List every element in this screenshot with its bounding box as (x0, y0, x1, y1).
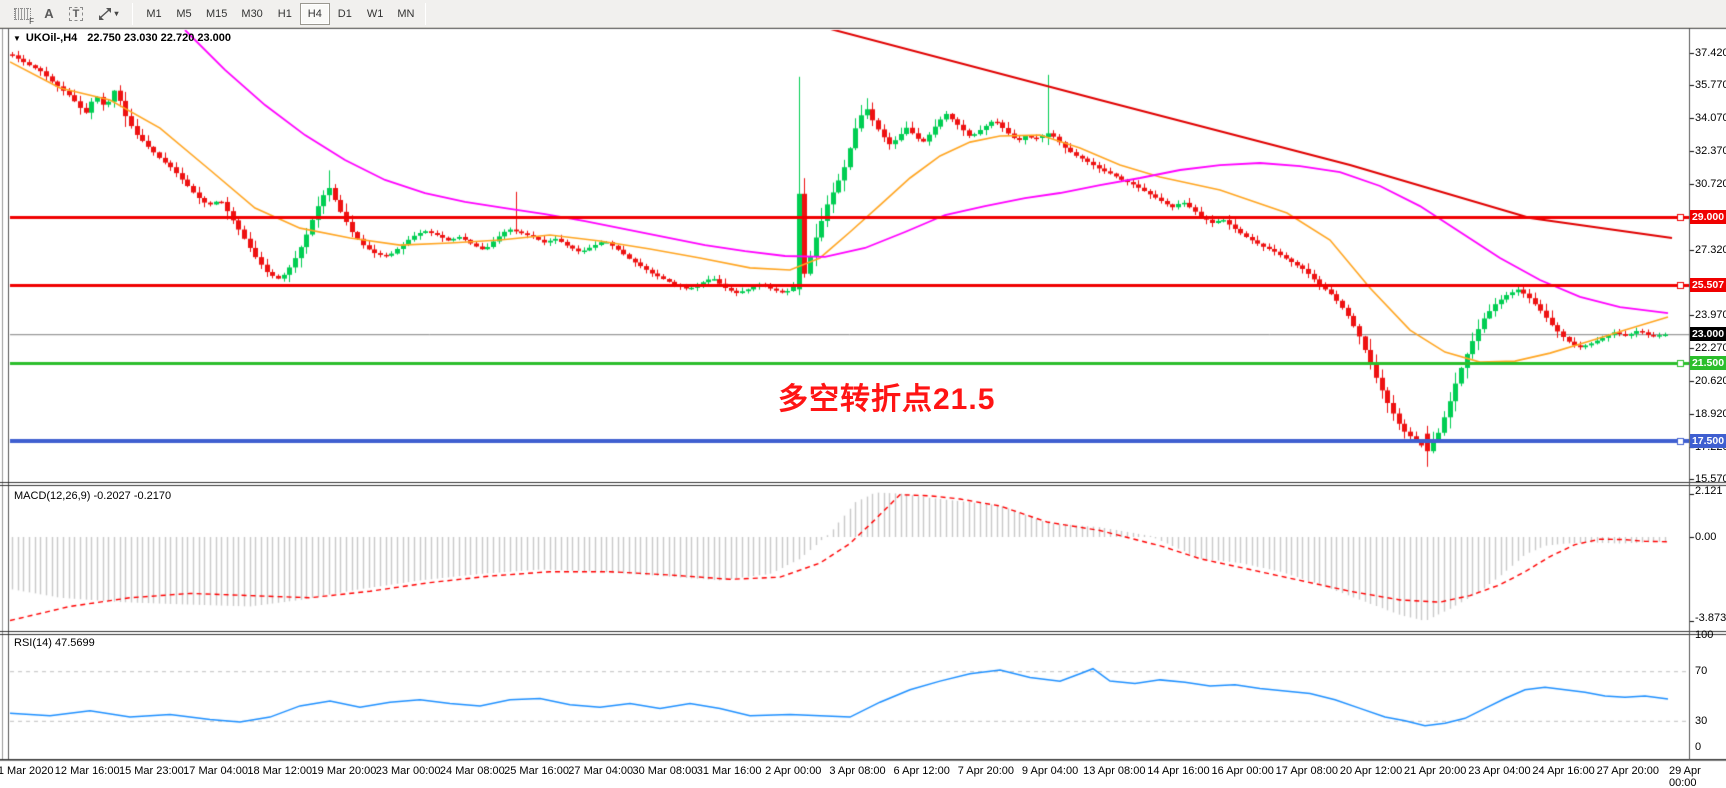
price-level-badge-25.507: 25.507 (1690, 278, 1726, 293)
time-axis-label: 7 Apr 20:00 (957, 765, 1015, 777)
timeframe-button-h1[interactable]: H1 (277, 7, 292, 20)
macd-axis-label: 2.121 (1695, 484, 1723, 497)
price-tick-label: 15.570 (1695, 473, 1726, 486)
time-axis-label: 25 Mar 16:00 (504, 765, 569, 777)
time-axis-label: 11 Mar 2020 (0, 765, 54, 777)
dropdown-caret-icon: ▾ (114, 9, 119, 18)
timeframe-button-group: M1 M5 M15 M30 H1 H4 D1 W1 MN (139, 2, 421, 25)
time-axis-label: 23 Apr 04:00 (1468, 765, 1531, 777)
timeframe-button-d1[interactable]: D1 (337, 7, 352, 20)
timeframe-button-m30[interactable]: M30 (241, 7, 263, 20)
macd-values: -0.2027 -0.2170 (93, 490, 172, 502)
price-tick-label: 35.770 (1695, 79, 1726, 92)
rsi-axis-label: 100 (1695, 629, 1714, 641)
time-axis-label: 14 Apr 16:00 (1147, 765, 1210, 777)
price-level-badge-21.500: 21.500 (1690, 356, 1726, 371)
time-axis-label: 24 Apr 16:00 (1532, 765, 1595, 777)
price-level-badge-29.000: 29.000 (1690, 210, 1726, 225)
time-axis-label: 19 Mar 20:00 (311, 765, 377, 777)
time-axis-label: 21 Apr 20:00 (1404, 765, 1467, 777)
time-axis-label: 15 Mar 23:00 (118, 765, 184, 777)
time-axis-label: 9 Apr 04:00 (1021, 765, 1079, 777)
time-axis-label: 20 Apr 12:00 (1339, 765, 1403, 777)
time-axis-label: 12 Mar 16:00 (54, 765, 120, 777)
template-grid-icon[interactable]: F (10, 4, 34, 26)
rsi-axis-label: 0 (1695, 741, 1702, 753)
time-axis-label: 13 Apr 08:00 (1083, 765, 1146, 777)
grid-glyph (13, 7, 31, 20)
timeframe-button-m5[interactable]: M5 (176, 7, 192, 20)
time-axis-label: 29 Apr 00:00 (1669, 765, 1701, 788)
toolbar: F A T ▾ M1 M5 M15 M30 H1 H4 D1 W1 MN (0, 0, 1726, 28)
rsi-axis-label: 70 (1695, 665, 1708, 678)
rsi-indicator-label: RSI(14) 47.5699 (14, 637, 95, 649)
macd-axis-label: 0.00 (1695, 531, 1717, 543)
timeframe-button-mn[interactable]: MN (397, 7, 415, 20)
price-level-badge-17.500: 17.500 (1690, 434, 1726, 449)
timeframe-button-w1[interactable]: W1 (366, 7, 384, 20)
grid-f-label: F (29, 16, 34, 26)
price-tick-label: 30.720 (1695, 177, 1726, 190)
time-axis-label: 6 Apr 12:00 (893, 765, 950, 777)
rsi-value: 47.5699 (54, 637, 95, 649)
price-tick-label: 20.620 (1695, 374, 1726, 387)
time-axis-label: 27 Mar 04:00 (568, 765, 634, 777)
time-axis-label: 23 Mar 00:00 (375, 765, 441, 777)
price-tick-label: 37.420 (1695, 47, 1726, 59)
time-axis-label: 27 Apr 20:00 (1596, 765, 1659, 777)
toolbar-separator (132, 2, 133, 25)
time-axis-label: 24 Mar 08:00 (439, 765, 505, 777)
price-tick-label: 27.320 (1695, 243, 1726, 256)
price-level-badge-23.000: 23.000 (1690, 327, 1726, 342)
toolbar-separator (425, 2, 427, 25)
text-box-icon[interactable]: T (64, 4, 88, 24)
macd-axis-label: -3.8734 (1695, 612, 1726, 624)
time-axis-label: 31 Mar 16:00 (696, 765, 762, 777)
macd-indicator-label: MACD(12,26,9) -0.2027 -0.2170 (14, 490, 172, 502)
price-tick-label: 23.970 (1695, 309, 1726, 322)
time-axis-label: 16 Apr 00:00 (1211, 765, 1274, 777)
chart-ohlc-values: 22.750 23.030 22.720 23.000 (87, 32, 232, 44)
chart-canvas[interactable] (0, 28, 1726, 788)
time-axis-label: 30 Mar 08:00 (632, 765, 698, 777)
text-label-icon[interactable]: A (44, 6, 54, 21)
diagonal-arrows-glyph (99, 7, 112, 20)
price-tick-label: 22.270 (1695, 342, 1726, 355)
chart-text-annotation[interactable]: 多空转折点21.5 (778, 383, 996, 416)
time-axis-label: 18 Mar 12:00 (247, 765, 313, 777)
draw-objects-icon[interactable]: ▾ (91, 4, 125, 24)
chart-menu-triangle-icon: ▼ (13, 33, 21, 43)
rsi-axis-label: 30 (1695, 714, 1708, 727)
timeframe-button-m1[interactable]: M1 (146, 7, 162, 20)
price-tick-label: 18.920 (1695, 407, 1726, 420)
price-tick-label: 34.070 (1695, 112, 1726, 125)
time-axis-label: 17 Mar 04:00 (183, 765, 248, 777)
time-axis-label: 2 Apr 00:00 (765, 765, 822, 777)
timeframe-button-h4[interactable]: H4 (299, 2, 330, 25)
timeframe-button-m15[interactable]: M15 (206, 7, 228, 20)
time-axis-label: 3 Apr 08:00 (829, 765, 886, 777)
chart-title: ▼ UKOil-,H4 22.750 23.030 22.720 23.000 (13, 32, 231, 44)
chart-symbol-label: UKOil-,H4 (25, 32, 78, 44)
time-axis-label: 17 Apr 08:00 (1275, 765, 1339, 777)
price-tick-label: 32.370 (1695, 145, 1726, 158)
